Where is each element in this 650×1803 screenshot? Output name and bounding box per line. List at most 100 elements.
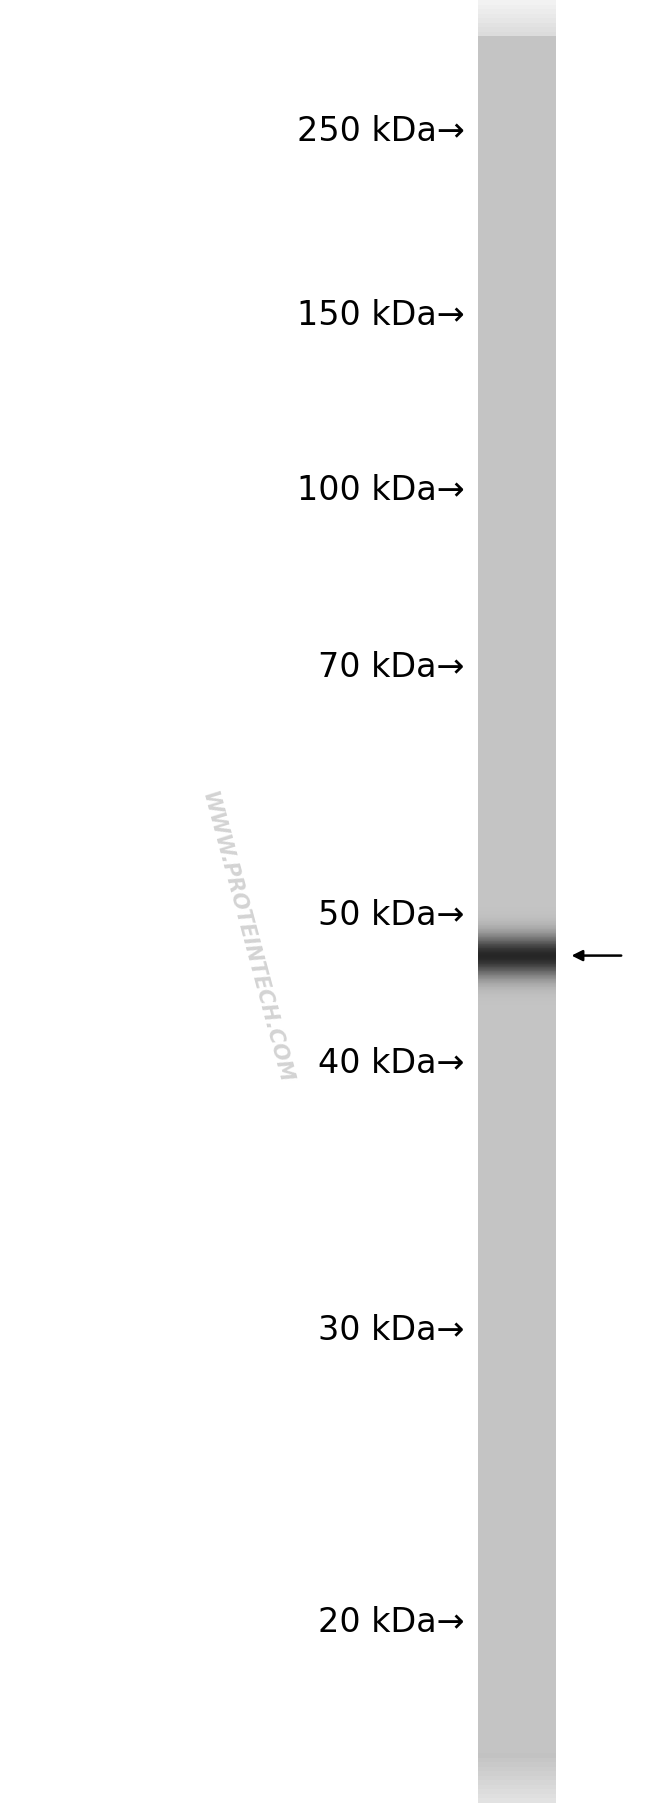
Bar [478,108,556,115]
Bar [478,546,556,552]
Bar [478,1731,556,1736]
Bar [478,472,556,480]
Bar [478,820,556,826]
Bar [478,775,556,783]
Bar [478,112,556,119]
Bar [478,1709,556,1715]
Bar [478,703,556,709]
Bar [478,370,556,377]
Bar [478,36,556,43]
Bar [478,1158,556,1165]
Bar [478,1132,556,1138]
Bar [478,411,556,416]
Bar [478,1176,556,1183]
Bar [478,85,556,92]
Bar [478,1500,556,1507]
Bar [478,1727,556,1733]
Bar [478,135,556,142]
Bar [478,938,556,945]
Bar [478,568,556,573]
Bar [478,1680,556,1688]
Bar [478,447,556,453]
Bar [478,577,556,584]
Bar [478,988,556,993]
Bar [478,874,556,882]
Bar [478,1560,556,1565]
Text: 150 kDa→: 150 kDa→ [297,299,465,332]
Bar [478,1067,556,1075]
Bar [478,815,556,822]
Bar [478,865,556,873]
Bar [478,442,556,449]
Bar [478,123,556,128]
Bar [478,716,556,723]
Bar [478,1118,556,1125]
Bar [478,334,556,341]
Bar [478,802,556,808]
Bar [478,1623,556,1630]
Bar [478,1716,556,1724]
Bar [478,1515,556,1520]
Bar [478,649,556,656]
Bar [478,1799,556,1803]
Bar [478,853,556,858]
Bar [478,1374,556,1381]
Bar [478,1392,556,1399]
Bar [478,838,556,846]
Bar [478,1734,556,1742]
Text: WWW.PROTEINTECH.COM: WWW.PROTEINTECH.COM [198,790,296,1085]
Bar [478,1073,556,1078]
Bar [478,1231,556,1237]
Bar [478,1554,556,1561]
Bar [478,1533,556,1538]
Bar [478,1313,556,1318]
Bar [478,375,556,380]
Bar [478,1686,556,1691]
Bar [478,1322,556,1327]
Bar [478,361,556,368]
Bar [478,974,556,981]
Bar [478,1370,556,1376]
Bar [478,1055,556,1060]
Bar [478,303,556,308]
Bar [478,1388,556,1396]
Bar [478,483,556,489]
Bar [478,63,556,70]
Bar [478,469,556,476]
Bar [478,213,556,218]
Bar [478,1632,556,1637]
Bar [478,1150,556,1156]
Bar [478,186,556,191]
Bar [478,1244,556,1249]
Bar [478,1349,556,1354]
Bar [478,1356,556,1363]
Bar [478,1028,556,1033]
Bar [478,1042,556,1048]
Bar [478,438,556,444]
Bar [478,225,556,233]
Bar [478,1698,556,1706]
Bar [478,1771,556,1778]
Bar [478,905,556,912]
Bar [478,1475,556,1480]
Bar [478,1608,556,1615]
Bar [478,617,556,624]
Bar [478,730,556,737]
Bar [478,1403,556,1408]
Bar [478,1662,556,1670]
Bar [478,78,556,83]
Bar [478,1442,556,1450]
Bar [478,243,556,251]
Bar [478,22,556,29]
Bar [478,406,556,413]
Bar [478,1127,556,1132]
Bar [478,956,556,963]
Bar [478,727,556,732]
Bar [478,694,556,701]
Bar [478,1280,556,1287]
Bar [478,1091,556,1096]
Bar [478,1213,556,1219]
Bar [478,207,556,215]
Bar [478,325,556,332]
Bar [478,847,556,855]
